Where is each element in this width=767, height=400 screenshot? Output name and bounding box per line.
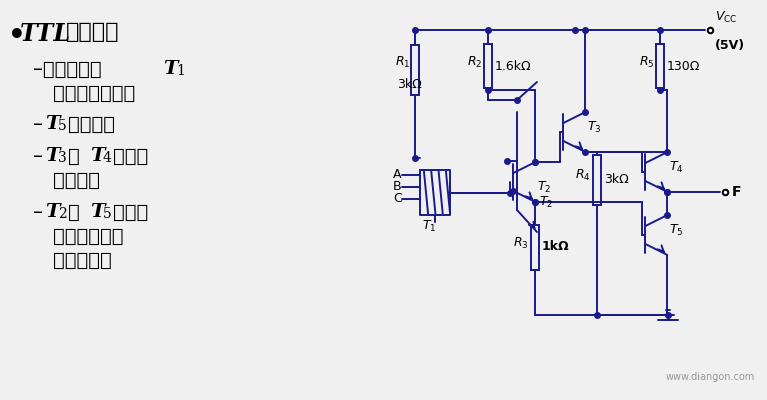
Text: 负载提供反相: 负载提供反相 <box>53 227 123 246</box>
Text: 输入信号。: 输入信号。 <box>53 251 112 270</box>
Text: –: – <box>33 115 43 134</box>
Text: 3kΩ: 3kΩ <box>397 78 422 91</box>
Text: 1kΩ: 1kΩ <box>542 240 570 254</box>
Text: $T_5$: $T_5$ <box>669 222 683 238</box>
Text: 3: 3 <box>58 151 67 165</box>
Bar <box>531 224 539 270</box>
Text: www.diangon.com: www.diangon.com <box>666 372 755 382</box>
Text: 是非门。: 是非门。 <box>68 115 115 134</box>
Text: 2: 2 <box>58 207 67 221</box>
Text: TTL: TTL <box>20 22 71 46</box>
Text: $R_5$: $R_5$ <box>639 54 654 70</box>
Text: $T_2$: $T_2$ <box>539 195 553 210</box>
Text: $T_1$: $T_1$ <box>422 219 436 234</box>
Text: B: B <box>393 180 402 194</box>
Text: T: T <box>45 115 60 133</box>
Text: T: T <box>45 147 60 165</box>
Text: (5V): (5V) <box>715 39 745 52</box>
Text: 5: 5 <box>103 207 112 221</box>
Text: 1: 1 <box>176 64 185 78</box>
Text: A: A <box>393 168 401 182</box>
Text: T: T <box>45 203 60 221</box>
Text: –多发射极管: –多发射极管 <box>33 60 101 79</box>
Text: 和: 和 <box>68 147 80 166</box>
Text: 给: 给 <box>68 203 80 222</box>
Text: 和它的: 和它的 <box>113 203 148 222</box>
Bar <box>656 44 664 88</box>
Text: $T_4$: $T_4$ <box>669 160 683 174</box>
Text: –: – <box>33 147 43 166</box>
Text: $R_4$: $R_4$ <box>575 168 591 184</box>
Text: T: T <box>163 60 177 78</box>
Text: $R_2$: $R_2$ <box>467 54 482 70</box>
Text: $R_1$: $R_1$ <box>395 54 410 70</box>
Bar <box>411 45 419 95</box>
Text: •: • <box>8 22 26 50</box>
Text: 1.6kΩ: 1.6kΩ <box>495 60 532 72</box>
Text: T: T <box>90 203 104 221</box>
Text: 实现与门功能。: 实现与门功能。 <box>53 84 135 103</box>
Text: F: F <box>732 185 742 199</box>
Text: 的负载。: 的负载。 <box>53 171 100 190</box>
Text: 是非门: 是非门 <box>113 147 148 166</box>
Text: $T_2$: $T_2$ <box>537 180 551 194</box>
Text: –: – <box>33 203 43 222</box>
Text: $R_3$: $R_3$ <box>513 236 528 250</box>
Text: 与非门：: 与非门： <box>66 22 120 42</box>
Text: $V_{\rm CC}$: $V_{\rm CC}$ <box>715 10 737 25</box>
Text: 5: 5 <box>58 119 67 133</box>
Text: 4: 4 <box>103 151 112 165</box>
Text: 130Ω: 130Ω <box>667 60 700 72</box>
Bar <box>593 155 601 205</box>
Text: T: T <box>90 147 104 165</box>
Bar <box>484 44 492 88</box>
Text: C: C <box>393 192 402 206</box>
Text: 3kΩ: 3kΩ <box>604 174 629 186</box>
Text: $T_3$: $T_3$ <box>587 120 601 134</box>
